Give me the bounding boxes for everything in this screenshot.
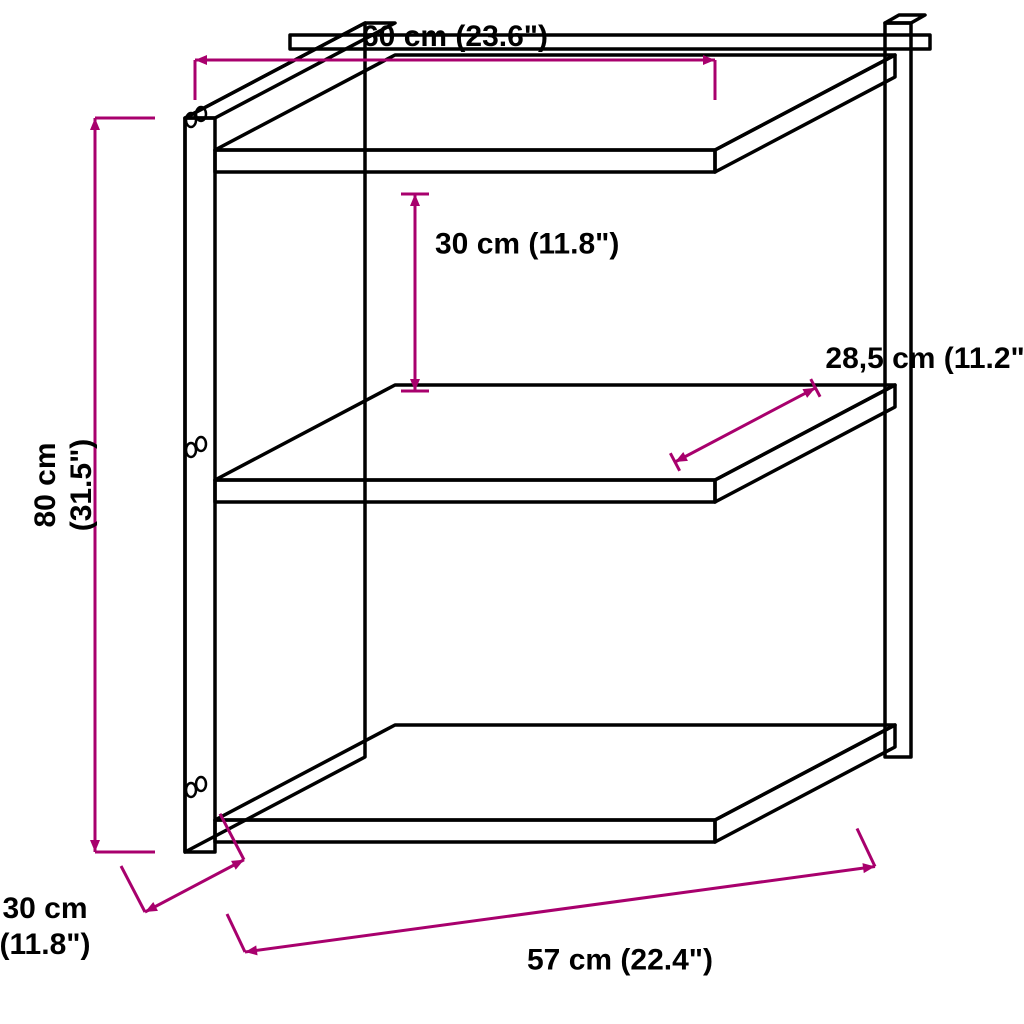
dim-shelf-depth: 28,5 cm (11.2"): [825, 342, 1024, 375]
dim-height-2: (31.5"): [65, 439, 98, 532]
dim-height-1: 80 cm: [29, 442, 62, 527]
dim-shelf-gap: 30 cm (11.8"): [435, 228, 619, 261]
dim-depth-1: 30 cm: [2, 892, 87, 925]
dim-depth-2: (11.8"): [0, 928, 90, 961]
dim-top-width: 60 cm (23.6"): [362, 20, 548, 53]
dim-bottom-width: 57 cm (22.4"): [527, 943, 713, 976]
